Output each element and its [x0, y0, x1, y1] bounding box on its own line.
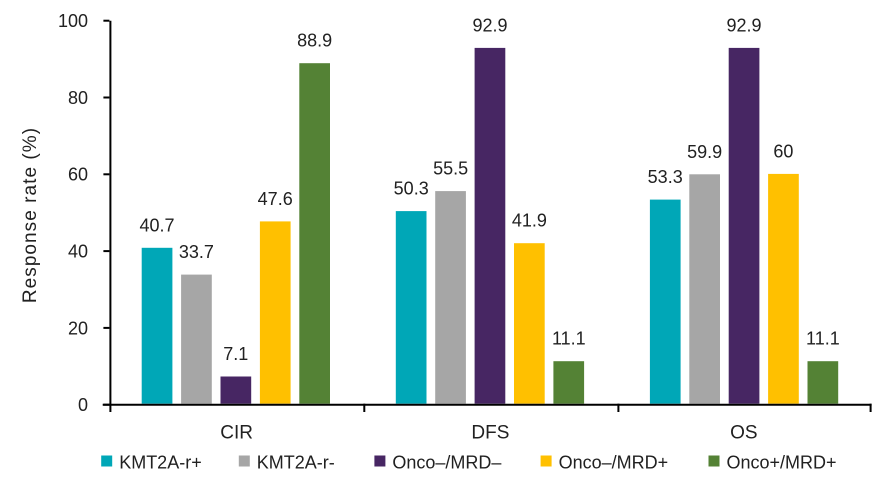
svg-text:80: 80: [68, 88, 88, 108]
svg-text:20: 20: [68, 318, 88, 338]
svg-text:41.9: 41.9: [512, 211, 547, 231]
svg-text:Onco–/MRD+: Onco–/MRD+: [559, 452, 669, 472]
svg-text:92.9: 92.9: [726, 15, 761, 35]
svg-text:11.1: 11.1: [806, 329, 840, 349]
svg-text:88.9: 88.9: [297, 31, 332, 51]
svg-text:40: 40: [68, 242, 88, 262]
svg-text:0: 0: [78, 395, 88, 415]
svg-text:50.3: 50.3: [394, 179, 429, 199]
svg-text:Onco–/MRD–: Onco–/MRD–: [392, 452, 501, 472]
svg-text:59.9: 59.9: [687, 142, 722, 162]
svg-text:Response rate (%): Response rate (%): [20, 127, 41, 303]
svg-text:100: 100: [58, 11, 88, 31]
svg-text:92.9: 92.9: [472, 15, 507, 35]
svg-text:7.1: 7.1: [223, 344, 248, 364]
svg-text:53.3: 53.3: [648, 167, 683, 187]
svg-text:KMT2A-r+: KMT2A-r+: [119, 452, 202, 472]
svg-text:DFS: DFS: [471, 423, 509, 444]
svg-text:60: 60: [773, 141, 793, 161]
svg-text:KMT2A-r-: KMT2A-r-: [257, 452, 335, 472]
svg-text:CIR: CIR: [220, 423, 253, 444]
svg-text:60: 60: [68, 165, 88, 185]
svg-text:OS: OS: [730, 423, 757, 444]
svg-text:55.5: 55.5: [433, 159, 468, 179]
svg-text:11.1: 11.1: [552, 329, 586, 349]
svg-text:33.7: 33.7: [179, 242, 214, 262]
svg-text:47.6: 47.6: [258, 189, 293, 209]
svg-text:Onco+/MRD+: Onco+/MRD+: [727, 452, 837, 472]
svg-text:40.7: 40.7: [139, 215, 174, 235]
